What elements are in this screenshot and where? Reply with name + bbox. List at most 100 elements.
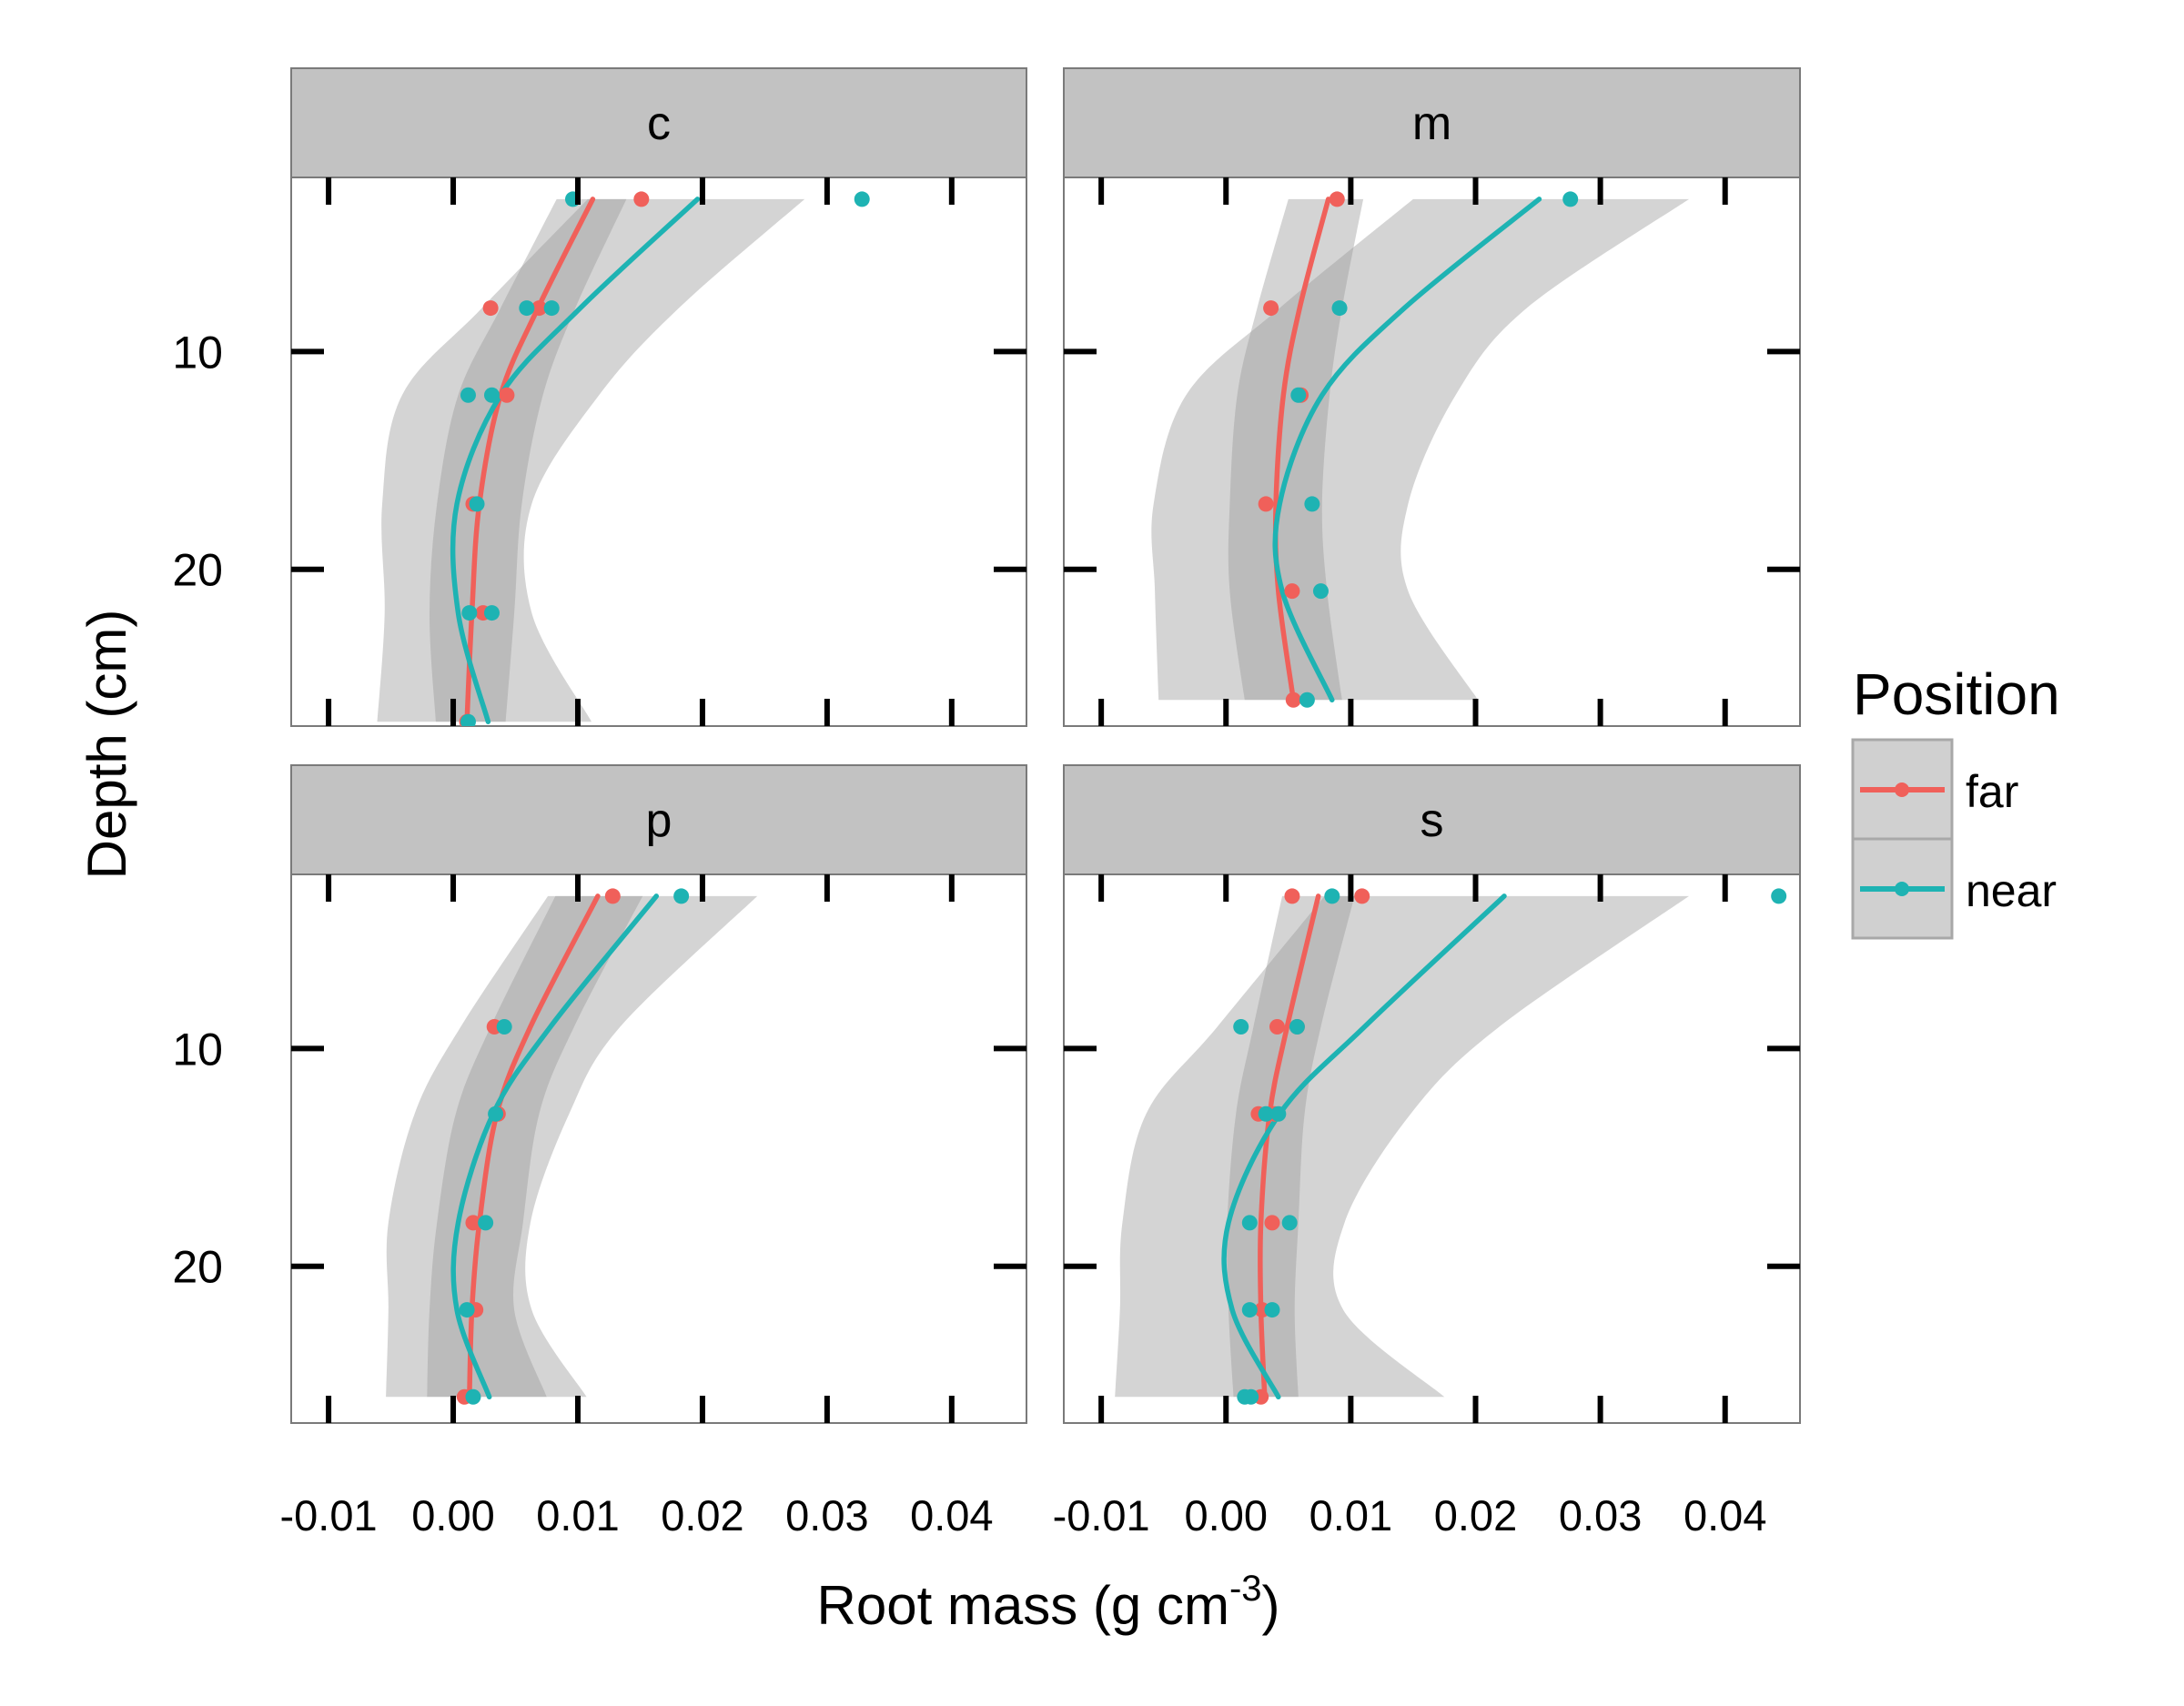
data-point-near-m-3: [1304, 496, 1320, 512]
legend-label-far: far: [1966, 766, 2018, 817]
data-point-near-c-6: [469, 496, 485, 512]
x-tick-label-s-5: 0.04: [1684, 1491, 1766, 1539]
data-point-near-p-1: [496, 1019, 512, 1035]
data-point-near-s-9: [1264, 1302, 1280, 1318]
x-axis-title-main: Root mass (g cm: [817, 1575, 1229, 1636]
fit-line-far-c: [464, 197, 596, 724]
data-point-near-s-11: [1243, 1388, 1259, 1405]
x-tick-label-p-5: 0.04: [910, 1491, 993, 1539]
data-point-near-m-1: [1331, 300, 1348, 317]
panels-layer: c 10 20 m p 10 20 -0.01 0.00 0.01 0.02 0.03 0.04 s -0.…: [172, 67, 1801, 1539]
data-point-near-c-1: [854, 191, 870, 207]
data-point-near-p-5: [465, 1388, 481, 1405]
x-axis-title-close: ): [1262, 1575, 1280, 1636]
confidence-band-near-m: [1151, 198, 1689, 701]
data-point-far-p-0: [604, 888, 621, 904]
fit-line-near-s: [1221, 893, 1507, 1400]
y-tick-label-p-0: 10: [172, 1024, 223, 1075]
data-point-far-m-5: [1285, 691, 1301, 708]
data-point-near-c-9: [460, 713, 476, 726]
data-point-near-p-2: [488, 1105, 504, 1122]
data-point-far-m-4: [1284, 583, 1300, 600]
facet-strip-s: [1063, 764, 1801, 875]
data-point-near-c-5: [483, 387, 500, 403]
data-point-far-c-1: [482, 300, 499, 317]
legend-key-near: near: [1851, 837, 2057, 940]
x-tick-label-p-2: 0.01: [536, 1491, 619, 1539]
x-axis-title-superscript: -3: [1229, 1569, 1262, 1609]
x-tick-label-s-1: 0.00: [1185, 1491, 1268, 1539]
plot-content-s: [1115, 888, 1787, 1405]
data-point-far-s-1: [1354, 888, 1370, 904]
confidence-band-near-p: [386, 895, 758, 1398]
fit-line-near-c: [450, 197, 701, 724]
panel-p: p 10 20 -0.01 0.00 0.01 0.02 0.03 0.04: [172, 764, 1027, 1539]
data-point-near-c-8: [483, 605, 500, 621]
panel-c: c 10 20: [172, 67, 1027, 727]
plot-content-p: [386, 888, 758, 1405]
panel-s: s -0.01 0.00 0.01 0.02 0.03 0.04: [1053, 764, 1801, 1539]
x-tick-label-p-4: 0.03: [785, 1491, 868, 1539]
confidence-band-far-c: [429, 198, 627, 722]
data-point-near-c-4: [460, 387, 476, 403]
y-axis-title: Depth (cm): [76, 610, 137, 880]
data-point-far-m-3: [1258, 496, 1274, 512]
data-point-near-p-3: [478, 1215, 494, 1231]
data-point-near-p-0: [673, 888, 690, 904]
plot-area-p: [290, 873, 1027, 1424]
panel-m: m: [1063, 67, 1801, 727]
x-tick-label-p-1: 0.00: [411, 1491, 494, 1539]
data-point-far-c-0: [633, 191, 650, 207]
data-point-far-c-2: [531, 300, 548, 317]
fit-line-near-p: [450, 893, 660, 1400]
facet-strip-label-c: c: [647, 97, 671, 150]
data-point-near-s-3: [1289, 1019, 1305, 1035]
x-tick-label-s-0: -0.01: [1053, 1491, 1150, 1539]
x-tick-label-s-3: 0.02: [1434, 1491, 1517, 1539]
fit-line-far-m: [1272, 197, 1331, 703]
facet-strip-c: [290, 67, 1027, 178]
x-tick-label-s-4: 0.03: [1559, 1491, 1642, 1539]
facet-strip-label-p: p: [646, 794, 672, 847]
data-point-near-p-4: [459, 1302, 475, 1318]
x-tick-label-p-3: 0.02: [661, 1491, 743, 1539]
legend-title: Position: [1853, 661, 2060, 727]
data-point-near-c-7: [461, 605, 478, 621]
legend: Position far near: [1851, 661, 2060, 940]
data-point-far-p-3: [465, 1215, 481, 1231]
confidence-band-far-p: [427, 895, 643, 1398]
x-tick-label-s-2: 0.01: [1309, 1491, 1392, 1539]
data-point-far-c-3: [499, 387, 515, 403]
plot-content-c: [377, 191, 870, 726]
facet-strip-m: [1063, 67, 1801, 178]
plot-area-m: [1063, 177, 1801, 727]
data-point-near-s-4: [1258, 1105, 1274, 1122]
data-point-near-s-5: [1270, 1105, 1287, 1122]
legend-key-near-point: [1895, 882, 1909, 896]
x-tick-label-p-0: -0.01: [280, 1491, 378, 1539]
fit-line-near-m: [1272, 197, 1542, 703]
data-point-near-m-0: [1562, 191, 1579, 207]
confidence-band-near-c: [377, 198, 805, 722]
data-point-near-s-0: [1324, 888, 1340, 904]
data-point-near-m-5: [1299, 691, 1315, 708]
x-axis-title: Root mass (g cm-3): [817, 1569, 1280, 1636]
facet-strip-label-s: s: [1421, 794, 1444, 847]
data-point-near-s-7: [1281, 1215, 1298, 1231]
data-point-near-c-3: [543, 300, 560, 317]
y-tick-label-c-0: 10: [172, 327, 223, 378]
data-point-near-s-6: [1241, 1215, 1258, 1231]
plot-content-m: [1151, 191, 1689, 708]
data-point-far-s-6: [1264, 1215, 1280, 1231]
data-point-near-c-2: [519, 300, 535, 317]
data-point-far-s-0: [1284, 888, 1300, 904]
data-point-near-m-2: [1290, 387, 1307, 403]
data-point-far-m-0: [1329, 191, 1345, 207]
data-point-far-s-2: [1269, 1019, 1285, 1035]
legend-key-far: far: [1851, 738, 2018, 841]
y-tick-label-p-1: 20: [172, 1242, 223, 1293]
legend-key-far-point: [1895, 782, 1909, 797]
data-point-near-m-4: [1312, 583, 1329, 600]
data-point-near-s-1: [1771, 888, 1787, 904]
